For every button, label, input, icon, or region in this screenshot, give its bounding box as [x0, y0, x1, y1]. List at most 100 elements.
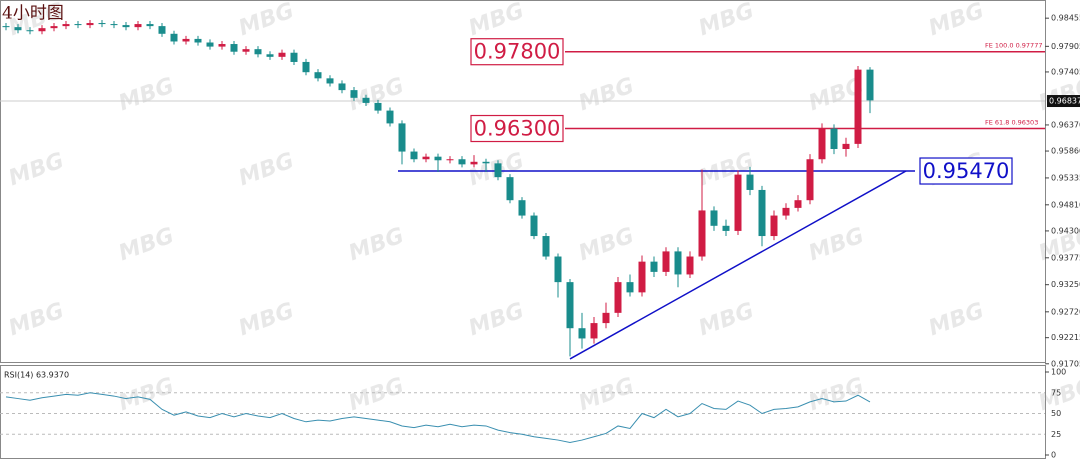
- candle-body: [758, 189, 766, 237]
- candle-body: [374, 102, 382, 111]
- rsi-tick-label: 25: [1051, 430, 1061, 439]
- watermark: MBG: [116, 223, 178, 266]
- rsi-tick-label: 0: [1051, 451, 1056, 460]
- candle-body: [530, 215, 538, 237]
- candle-body: [590, 323, 598, 339]
- watermark: MBG: [926, 0, 988, 41]
- candle-body: [158, 26, 166, 34]
- candle-body: [290, 52, 298, 62]
- candle-body: [338, 83, 346, 91]
- candle-body: [662, 251, 670, 272]
- candle-body: [734, 174, 742, 231]
- candle-body: [2, 26, 10, 28]
- candle-body: [674, 251, 682, 275]
- candle-body: [458, 159, 466, 165]
- level-label: 0.97800: [474, 40, 561, 64]
- candle-body: [386, 110, 394, 124]
- candle-body: [482, 161, 490, 164]
- level-note: FE 100.0 0.97777: [985, 42, 1042, 50]
- candle-body: [518, 200, 526, 216]
- candle-body: [122, 25, 130, 28]
- candle-body: [806, 159, 814, 201]
- level-box: [470, 38, 564, 66]
- trendline: [569, 170, 907, 360]
- candle-body: [434, 156, 442, 161]
- rsi-tick-label: 50: [1051, 409, 1061, 418]
- candle-body: [362, 97, 370, 103]
- rsi-pane: [0, 365, 1046, 459]
- candle-body: [398, 123, 406, 152]
- candle-body: [98, 23, 106, 25]
- watermark: MBG: [6, 298, 68, 341]
- rsi-line: [5, 392, 871, 444]
- candle-body: [614, 282, 622, 313]
- candle-body: [506, 177, 514, 201]
- level-note: FE 61.8 0.96303: [985, 119, 1038, 127]
- candle-body: [230, 44, 238, 52]
- y-tick-label: 0.93775: [1051, 253, 1080, 262]
- candle-body: [242, 49, 250, 52]
- candle-body: [278, 52, 286, 57]
- candle-body: [206, 42, 214, 47]
- candle-body: [494, 163, 502, 178]
- candle-body: [830, 128, 838, 149]
- candle-body: [86, 23, 94, 26]
- candle-body: [722, 225, 730, 231]
- candle-body: [14, 27, 22, 31]
- rsi-tick-label: 100: [1051, 368, 1066, 377]
- level-box: [919, 157, 1013, 185]
- y-tick-label: 0.97405: [1051, 67, 1080, 76]
- candle-body: [134, 24, 142, 28]
- watermark: MBG: [236, 298, 298, 341]
- candle-body: [554, 256, 562, 283]
- watermark: MBG: [576, 73, 638, 116]
- candle-body: [602, 312, 610, 324]
- candle-body: [746, 174, 754, 190]
- candle-body: [170, 33, 178, 42]
- candle-body: [254, 49, 262, 55]
- candle-body: [326, 78, 334, 84]
- candle-body: [698, 210, 706, 257]
- candle-body: [638, 261, 646, 293]
- watermark: MBG: [696, 298, 758, 341]
- y-tick-label: 0.98455: [1051, 14, 1080, 23]
- candle-body: [446, 159, 454, 161]
- candle-body: [818, 128, 826, 160]
- watermark: MBG: [1036, 73, 1080, 116]
- candle-body: [302, 61, 310, 73]
- candle-body: [770, 215, 778, 237]
- candle-body: [110, 24, 118, 26]
- candle-body: [686, 256, 694, 275]
- level-label: 0.96300: [474, 117, 561, 141]
- watermark: MBG: [926, 298, 988, 341]
- current-price-label: 0.96837: [1049, 97, 1080, 106]
- candle-body: [194, 38, 202, 43]
- candle-body: [842, 143, 850, 149]
- candle-body: [854, 69, 862, 144]
- candle-body: [650, 261, 658, 272]
- chart-title: 4小时图: [2, 4, 64, 24]
- watermark: MBG: [236, 148, 298, 191]
- candle-body: [710, 210, 718, 226]
- candle-body: [626, 282, 634, 293]
- candle-body: [62, 24, 70, 27]
- candle-body: [410, 151, 418, 160]
- watermark: MBG: [466, 0, 528, 41]
- main-pane: [0, 0, 1046, 363]
- y-tick-label: 0.91705: [1051, 359, 1080, 368]
- rsi-tick-label: 75: [1051, 388, 1061, 397]
- watermark: MBG: [346, 373, 408, 416]
- rsi-label: RSI(14) 63.9370: [4, 371, 69, 380]
- level-label: 0.95470: [923, 159, 1010, 183]
- candle-body: [422, 156, 430, 160]
- watermark: MBG: [116, 73, 178, 116]
- candle-body: [182, 38, 190, 42]
- watermark: MBG: [466, 298, 528, 341]
- candle-body: [218, 44, 226, 47]
- candle-body: [266, 54, 274, 57]
